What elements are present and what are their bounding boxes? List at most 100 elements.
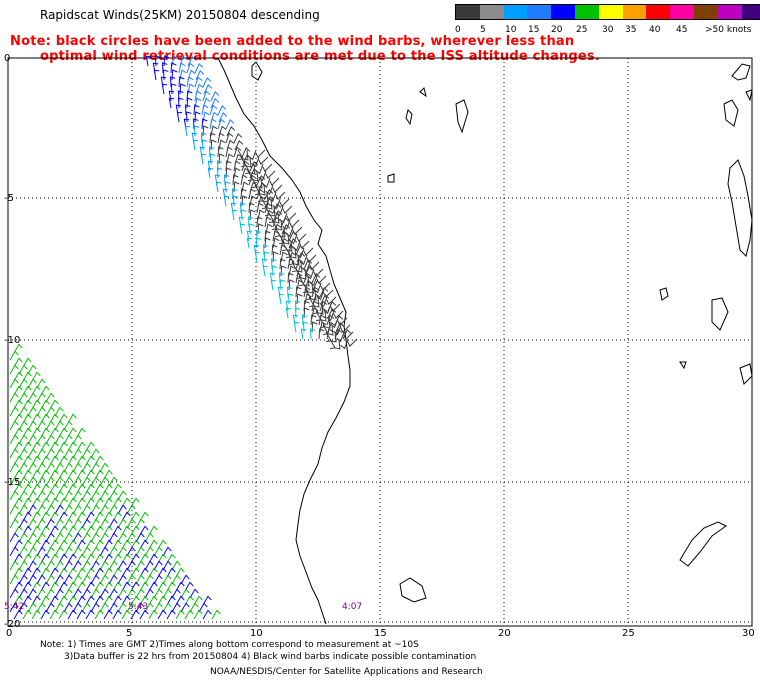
legend-tick-label: 40 bbox=[649, 25, 661, 35]
wind-barb bbox=[27, 462, 37, 473]
black-wind-barb bbox=[295, 268, 302, 280]
wind-barb bbox=[94, 581, 104, 592]
wind-barb bbox=[257, 209, 265, 221]
wind-barb bbox=[13, 553, 23, 564]
black-wind-barb bbox=[244, 163, 251, 175]
wind-barb bbox=[162, 546, 172, 557]
wind-barb bbox=[63, 462, 73, 473]
wind-barb bbox=[22, 553, 32, 564]
black-wind-barb bbox=[276, 219, 283, 231]
wind-barb bbox=[170, 83, 177, 95]
wind-barb bbox=[303, 307, 310, 319]
black-wind-barb bbox=[299, 240, 310, 249]
wind-barb bbox=[9, 476, 19, 487]
y-tick-label: -5 bbox=[4, 193, 14, 204]
wind-barb bbox=[94, 553, 104, 564]
wind-barb bbox=[27, 588, 37, 599]
wind-barb bbox=[108, 574, 118, 585]
wind-barb bbox=[27, 364, 37, 375]
wind-barb bbox=[130, 525, 140, 536]
wind-barb bbox=[295, 258, 304, 270]
black-wind-barb bbox=[258, 170, 267, 182]
wind-barb bbox=[153, 574, 163, 585]
wind-barb bbox=[112, 525, 122, 536]
black-wind-barb bbox=[285, 247, 292, 259]
wind-barb bbox=[215, 181, 222, 193]
wind-barb bbox=[186, 97, 193, 109]
wind-barb bbox=[63, 588, 73, 599]
wind-barb bbox=[99, 588, 109, 599]
wind-barb bbox=[180, 588, 190, 599]
wind-barb bbox=[195, 70, 205, 81]
wind-barb bbox=[40, 469, 50, 480]
black-wind-barb bbox=[347, 338, 358, 347]
wind-barb bbox=[31, 399, 41, 410]
wind-barb bbox=[72, 588, 82, 599]
wind-barb bbox=[58, 483, 68, 494]
wind-barb bbox=[255, 237, 262, 249]
black-wind-barb bbox=[320, 310, 327, 322]
legend-tick-label: 30 bbox=[602, 25, 614, 35]
wind-barb bbox=[209, 118, 217, 130]
wind-barb bbox=[72, 476, 82, 487]
wind-barb bbox=[166, 553, 176, 564]
black-wind-barb bbox=[275, 205, 284, 217]
black-wind-barb bbox=[252, 170, 259, 182]
wind-barb bbox=[157, 553, 167, 564]
wind-barb bbox=[67, 497, 77, 508]
wind-barb bbox=[295, 245, 305, 256]
wind-barb bbox=[311, 286, 320, 298]
wind-barb bbox=[139, 539, 149, 550]
black-wind-barb bbox=[340, 324, 351, 333]
wind-barb bbox=[180, 574, 190, 585]
black-wind-barb bbox=[317, 303, 324, 315]
wind-barb bbox=[72, 532, 82, 543]
wind-barb bbox=[232, 174, 239, 186]
wind-barb bbox=[58, 469, 68, 480]
wind-barb bbox=[217, 118, 226, 130]
wind-barb bbox=[31, 525, 41, 536]
wind-barb bbox=[67, 525, 77, 536]
wind-barb bbox=[81, 602, 91, 613]
wind-barb bbox=[54, 434, 64, 445]
black-wind-barb bbox=[251, 177, 258, 189]
wind-barb bbox=[31, 441, 41, 452]
wind-barb bbox=[63, 546, 73, 557]
wind-barb bbox=[135, 546, 145, 557]
wind-barb bbox=[130, 511, 140, 522]
wind-barb bbox=[240, 174, 248, 186]
wind-barb bbox=[166, 581, 176, 592]
wind-barb bbox=[72, 602, 82, 613]
footer-note-2: 3)Data buffer is 22 hrs from 20150804 4)… bbox=[64, 652, 477, 662]
wind-barb bbox=[126, 504, 136, 515]
wind-barb bbox=[9, 364, 19, 375]
wind-barb bbox=[117, 560, 127, 571]
wind-barb bbox=[36, 406, 46, 417]
wind-barb bbox=[225, 119, 235, 130]
wind-barb bbox=[49, 553, 59, 564]
wind-barb bbox=[49, 399, 59, 410]
wind-barb bbox=[225, 167, 232, 179]
wind-barb bbox=[278, 293, 285, 305]
lake-victoria bbox=[455, 99, 469, 134]
wind-barb bbox=[201, 104, 209, 116]
wind-barb bbox=[162, 602, 172, 613]
black-wind-barb bbox=[333, 310, 344, 319]
map-frame bbox=[7, 57, 753, 627]
wind-barb bbox=[175, 609, 185, 620]
wind-barb bbox=[67, 427, 77, 438]
wind-barb bbox=[108, 490, 118, 501]
wind-barb bbox=[58, 427, 68, 438]
axis-labels: 0 5 10 15 20 25 30 0 -5 -10 -15 -20 bbox=[4, 53, 755, 639]
black-wind-barb bbox=[319, 296, 328, 308]
wind-barb bbox=[130, 553, 140, 564]
wind-barb bbox=[285, 307, 292, 319]
wind-barb bbox=[18, 462, 28, 473]
wind-barb bbox=[40, 455, 50, 466]
wind-barb bbox=[223, 174, 230, 186]
wind-barb bbox=[45, 392, 55, 403]
wind-barb bbox=[40, 399, 50, 410]
wind-barb bbox=[168, 90, 175, 102]
wind-barb bbox=[103, 609, 113, 620]
wind-barb bbox=[76, 427, 86, 438]
